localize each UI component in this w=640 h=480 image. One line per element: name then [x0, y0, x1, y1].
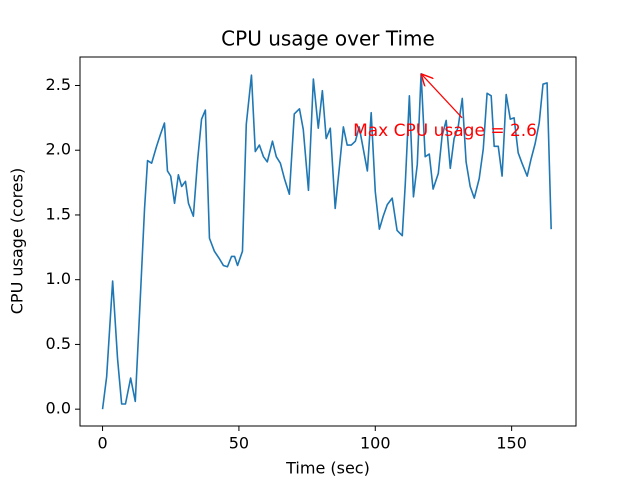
annotation-arrow	[421, 74, 463, 119]
x-tick-label: 150	[496, 434, 527, 453]
annotation: Max CPU usage = 2.6	[353, 121, 537, 141]
y-tick-label: 2.5	[46, 75, 71, 94]
chart-title: CPU usage over Time	[221, 27, 435, 51]
y-axis-label: CPU usage (cores)	[8, 168, 27, 314]
line	[101, 73, 552, 410]
y-tick-label: 0.5	[46, 334, 71, 353]
x-tick-label: 50	[229, 434, 249, 453]
y-tick-label: 1.0	[46, 269, 71, 288]
x-axis-label: Time (sec)	[285, 459, 370, 478]
x-tick-label: 0	[97, 434, 107, 453]
y-tick-label: 1.5	[46, 204, 71, 223]
axes-frame	[79, 56, 577, 427]
x-tick-label: 100	[360, 434, 391, 453]
y-tick-label: 2.0	[46, 140, 71, 159]
y-tick-label: 0.0	[46, 399, 71, 418]
